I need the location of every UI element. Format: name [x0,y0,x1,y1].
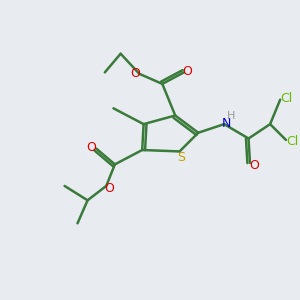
Text: Cl: Cl [286,135,298,148]
Text: O: O [86,141,96,154]
Text: O: O [249,159,259,172]
Text: Cl: Cl [280,92,292,105]
Text: H: H [227,110,236,121]
Text: O: O [183,65,193,78]
Text: O: O [130,67,140,80]
Text: O: O [104,182,114,195]
Text: S: S [177,151,185,164]
Text: N: N [221,117,231,130]
